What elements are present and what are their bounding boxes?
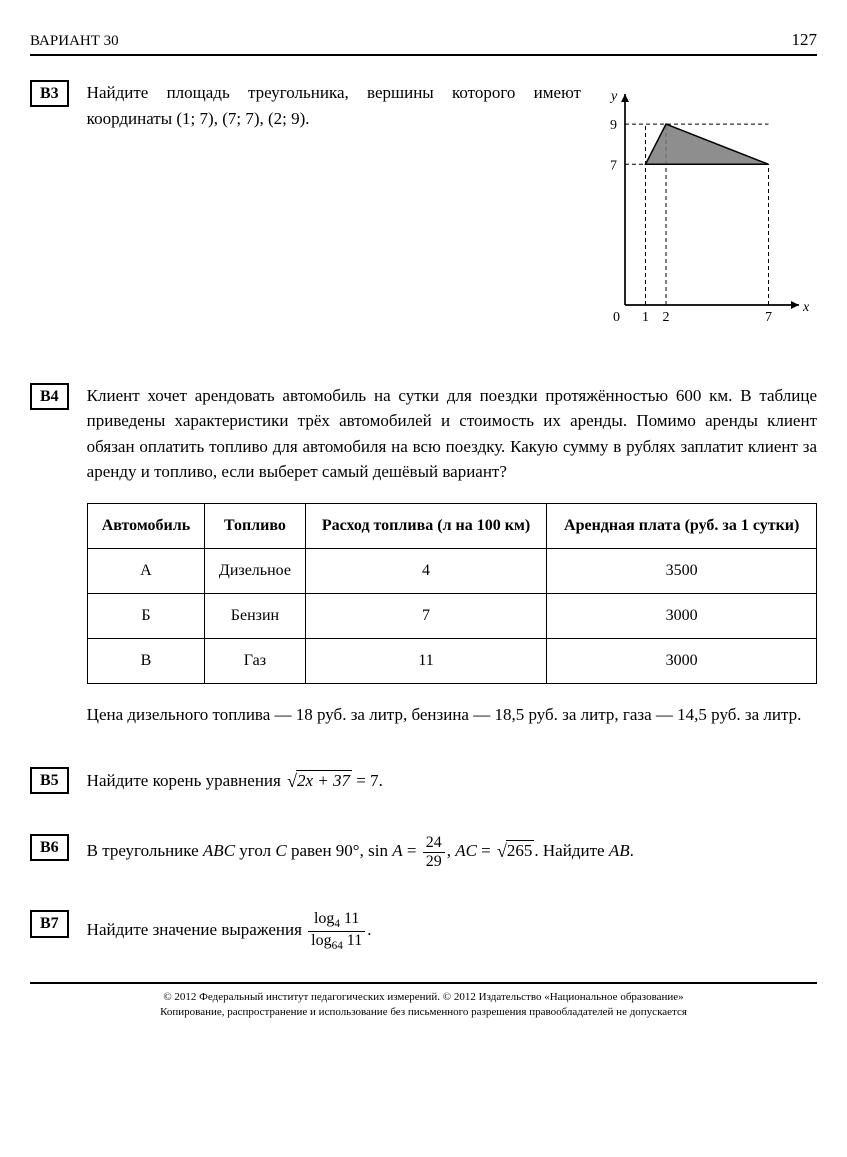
problem-after-b4: Цена дизельного топлива — 18 руб. за лит…	[87, 702, 817, 728]
sqrt-icon: 265	[495, 837, 534, 864]
b6-t2: угол	[235, 841, 275, 860]
table-header: Топливо	[205, 503, 306, 548]
table-cell: А	[87, 548, 205, 593]
b6-C: C	[275, 841, 286, 860]
table-row: ВГаз113000	[87, 638, 816, 683]
b5-pre: Найдите корень уравнения	[87, 771, 285, 790]
problem-b3: В3 Найдите площадь треугольника, вершины…	[30, 80, 817, 343]
svg-text:7: 7	[610, 158, 617, 173]
page-header: ВАРИАНТ 30 127	[30, 30, 817, 56]
table-cell: В	[87, 638, 205, 683]
svg-text:0: 0	[613, 310, 620, 325]
b6-t4: ,	[447, 841, 456, 860]
b6-eq: =	[403, 841, 421, 860]
b6-eq2: =	[477, 841, 495, 860]
page-number: 127	[792, 30, 818, 50]
problem-label-b6: В6	[30, 834, 69, 861]
b6-AB: AB	[609, 841, 630, 860]
problem-b6: В6 В треугольнике ABC угол C равен 90°, …	[30, 834, 817, 870]
variant-label: ВАРИАНТ 30	[30, 33, 119, 50]
table-cell: Бензин	[205, 593, 306, 638]
b6-end: .	[630, 841, 634, 860]
b7-pre: Найдите значение выражения	[87, 920, 306, 939]
table-cell: 7	[305, 593, 547, 638]
footer-line-2: Копирование, распространение и использов…	[30, 1005, 817, 1020]
table-cell: Дизельное	[205, 548, 306, 593]
b7-den: log64 11	[308, 932, 365, 953]
problem-b4: В4 Клиент хочет арендовать автомобиль на…	[30, 383, 817, 728]
table-cell: 11	[305, 638, 547, 683]
table-header: Автомобиль	[87, 503, 205, 548]
table-row: АДизельное43500	[87, 548, 816, 593]
problem-b5: В5 Найдите корень уравнения 2x + 37 = 7.	[30, 767, 817, 794]
problem-text-b4: Клиент хочет арендовать автомобиль на су…	[87, 383, 817, 485]
b6-A: A	[392, 841, 402, 860]
b7-end: .	[367, 920, 371, 939]
problem-label-b5: В5	[30, 767, 69, 794]
b6-t5: . Найдите	[534, 841, 608, 860]
table-header: Расход топлива (л на 100 км)	[305, 503, 547, 548]
svg-text:y: y	[609, 89, 618, 104]
svg-text:7: 7	[765, 310, 772, 325]
b7-num: log4 11	[308, 910, 365, 932]
problem-label-b3: В3	[30, 80, 69, 107]
table-cell: 3000	[547, 638, 817, 683]
svg-text:2: 2	[663, 310, 670, 325]
b6-AC: AC	[455, 841, 477, 860]
b5-post: = 7.	[352, 771, 383, 790]
table-cell: 4	[305, 548, 547, 593]
footer: © 2012 Федеральный институт педагогическ…	[30, 982, 817, 1020]
problem-label-b7: В7	[30, 910, 69, 937]
b6-num: 24	[423, 834, 445, 853]
sqrt-icon: 2x + 37	[285, 767, 352, 794]
car-table: АвтомобильТопливоРасход топлива (л на 10…	[87, 503, 817, 684]
svg-text:x: x	[802, 300, 810, 315]
problem-text-b7: Найдите значение выражения log4 11log64 …	[87, 910, 817, 952]
table-cell: 3000	[547, 593, 817, 638]
b6-t3: равен 90°, sin	[287, 841, 393, 860]
fraction-b6: 2429	[423, 834, 445, 870]
b6-tri: ABC	[203, 841, 235, 860]
table-cell: Газ	[205, 638, 306, 683]
footer-line-1: © 2012 Федеральный институт педагогическ…	[30, 990, 817, 1005]
b6-t1: В треугольнике	[87, 841, 203, 860]
problem-text-b6: В треугольнике ABC угол C равен 90°, sin…	[87, 834, 817, 870]
table-row: ББензин73000	[87, 593, 816, 638]
table-header: Арендная плата (руб. за 1 сутки)	[547, 503, 817, 548]
b6-rad2: 265	[506, 840, 535, 860]
svg-text:9: 9	[610, 118, 617, 133]
b6-den: 29	[423, 853, 445, 871]
b5-radicand: 2x + 37	[296, 770, 352, 790]
problem-label-b4: В4	[30, 383, 69, 410]
problem-b7: В7 Найдите значение выражения log4 11log…	[30, 910, 817, 952]
problem-text-b5: Найдите корень уравнения 2x + 37 = 7.	[87, 767, 817, 794]
b3-chart: 7 9 12 7 0 x y	[597, 80, 817, 343]
svg-text:1: 1	[642, 310, 649, 325]
table-cell: Б	[87, 593, 205, 638]
fraction-b7: log4 11log64 11	[308, 910, 365, 952]
problem-text-b3: Найдите площадь треугольника, вершины ко…	[87, 80, 581, 343]
table-cell: 3500	[547, 548, 817, 593]
